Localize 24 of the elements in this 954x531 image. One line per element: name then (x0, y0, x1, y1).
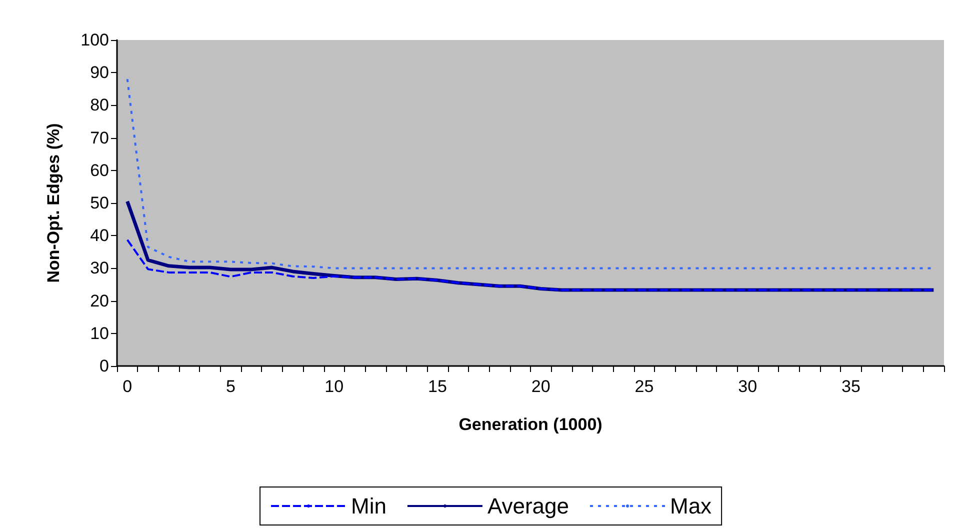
legend-label: Average (487, 494, 569, 518)
legend-label: Max (670, 494, 712, 518)
y-tick-label: 40 (90, 226, 109, 246)
legend-label: Min (351, 494, 386, 518)
x-tick-label: 30 (738, 377, 758, 396)
y-tick-label: 90 (90, 63, 109, 82)
x-tick-label: 10 (324, 377, 344, 396)
x-tick-label: 25 (634, 377, 654, 396)
x-tick-label: 20 (531, 377, 550, 396)
y-tick-label: 100 (80, 30, 109, 50)
x-tick-label: 15 (428, 377, 447, 396)
x-tick-label: 5 (226, 377, 236, 396)
y-tick-label: 0 (100, 356, 109, 376)
y-tick-label: 60 (90, 160, 109, 180)
y-axis-title: Non-Opt. Edges (%) (44, 123, 63, 283)
y-tick-label: 50 (90, 194, 109, 212)
y-tick-label: 70 (90, 128, 109, 148)
x-axis-title: Generation (1000) (458, 415, 602, 434)
y-tick-label: 20 (90, 291, 109, 310)
y-tick-label: 80 (90, 96, 109, 115)
y-tick-label: 30 (90, 258, 109, 278)
x-tick-label: 0 (122, 377, 132, 396)
y-tick-label: 10 (90, 324, 109, 343)
x-tick-label: 35 (842, 377, 860, 396)
